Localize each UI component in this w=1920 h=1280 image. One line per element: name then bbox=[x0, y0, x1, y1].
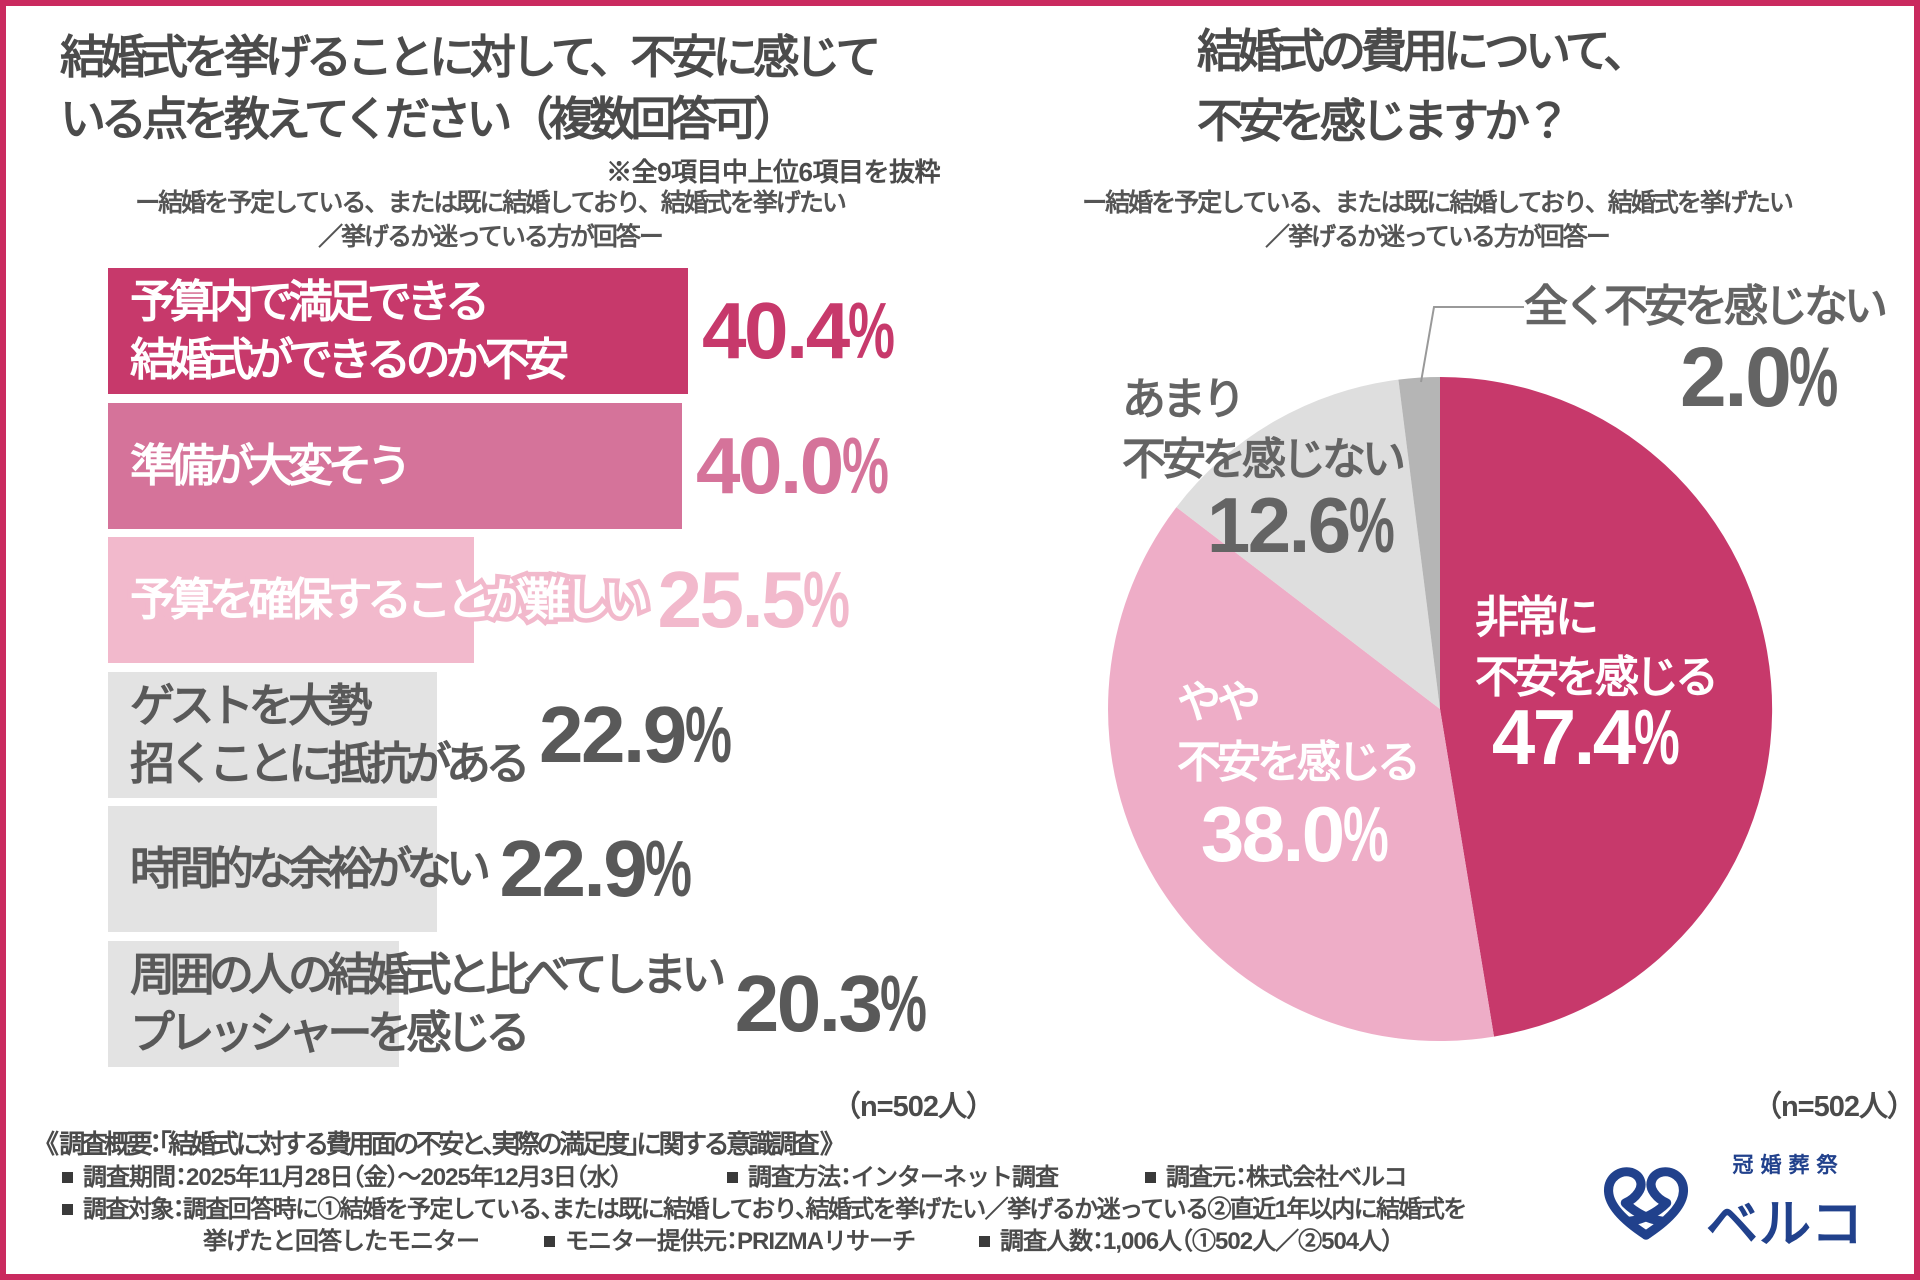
pie-chart-title: 結婚式の費用について、 不安を感じますか？ bbox=[1197, 16, 1649, 156]
bar-category-label-4: 時間的な余裕がない bbox=[130, 843, 491, 894]
footer-row-1: 調査期間：2025年11月28日（金）～2025年12月3日（水） 調査方法：イ… bbox=[0, 1157, 1920, 1191]
survey-target-continued: 挙げたと回答したモニター bbox=[203, 1228, 480, 1255]
bar-chart: 予算内で満足できる 結婚式ができるのか不安 40.4% 準備が大変そう 40.0% 予算を… bbox=[108, 268, 968, 1078]
survey-monitor-source: モニター提供元：PRIZMAリサーチ bbox=[544, 1221, 916, 1256]
bar-value-label-5: 20.3% bbox=[734, 959, 928, 1048]
pie-label-text: やや bbox=[1177, 678, 1261, 727]
bar-chart-title-line1: 結婚式を挙げることに対して、不安に感じて bbox=[60, 31, 881, 83]
bar-text-5: 周囲の人の結婚式と比べてしまい プレッシャーを感じる 20.3% bbox=[108, 941, 968, 1067]
bar-chart-subtitle-line2: ／挙げるか迷っている方が回答ー bbox=[318, 223, 664, 251]
pie-label-not-much-anxious: あまり 不安を感じない 12.6% bbox=[1122, 370, 1406, 564]
bar-category-label-3: ゲストを大勢 招くことに抵抗がある bbox=[130, 680, 531, 789]
bar-text-3: ゲストを大勢 招くことに抵抗がある 22.9% bbox=[108, 672, 968, 798]
pie-chart-subtitle-line2: ／挙げるか迷っている方が回答ー bbox=[1265, 223, 1611, 251]
bar-fill-2 bbox=[108, 537, 474, 663]
bar-fill-1 bbox=[108, 403, 682, 529]
survey-count: 調査人数：1,006人（①502人／②504人） bbox=[979, 1221, 1393, 1256]
pie-leader-line bbox=[1420, 306, 1524, 383]
bar-text-2: 予算を確保することが難しい 25.5% bbox=[108, 537, 968, 663]
pie-label-text: 不安を感じる bbox=[1177, 738, 1421, 787]
survey-overview: 《 調査概要：「結婚式に対する費用面の不安と、実際の満足度」に関する意識調査 》 bbox=[46, 1129, 833, 1159]
bar-fill-0 bbox=[108, 268, 688, 394]
pie-slice-1 bbox=[1108, 507, 1494, 1042]
pie-label-text: 不安を感じる bbox=[1475, 653, 1719, 702]
bar-value-label-0: 40.4% bbox=[702, 286, 895, 375]
pie-chart-title-line2: 不安を感じますか？ bbox=[1197, 95, 1571, 147]
logo-big-text: ベルコ bbox=[1706, 1196, 1864, 1254]
footer-row-2: 調査対象：調査回答時に①結婚を予定している、または既に結婚しており、結婚式を挙げ… bbox=[0, 1189, 1920, 1223]
bar-row-2: 予算を確保することが難しい 25.5% bbox=[108, 537, 968, 663]
pie-slice-2 bbox=[1176, 379, 1440, 709]
bar-category-label-0: 予算内で満足できる 結婚式ができるのか不安 bbox=[130, 276, 569, 385]
logo-text-block: 冠婚葬祭 ベルコ bbox=[1700, 1143, 1870, 1257]
survey-target: 調査対象：調査回答時に①結婚を予定している、または既に結婚しており、結婚式を挙げ… bbox=[62, 1189, 1467, 1224]
bar-category-label-5: 周囲の人の結婚式と比べてしまい プレッシャーを感じる bbox=[130, 949, 726, 1058]
bar-text-4: 時間的な余裕がない 22.9% bbox=[108, 806, 968, 932]
pie-label-no-anxiety: 全く不安を感じない 2.0% bbox=[1524, 277, 1888, 424]
pie-value-vehemently: 47.4% bbox=[1491, 693, 1680, 781]
bar-fill-5 bbox=[108, 941, 399, 1067]
pie-label-vehemently-anxious: 非常に 不安を感じる 47.4% bbox=[1475, 588, 1719, 781]
pie-chart-subtitle-line1: ー結婚を予定している、または既に結婚しており、結婚式を挙げたい bbox=[1082, 189, 1794, 217]
logo-small-text: 冠婚葬祭 bbox=[1732, 1154, 1845, 1177]
bar-chart-sample-size: （n=502人） bbox=[831, 1091, 995, 1123]
bar-text-0: 予算内で満足できる 結婚式ができるのか不安 40.4% bbox=[108, 268, 968, 394]
survey-period: 調査期間：2025年11月28日（金）～2025年12月3日（水） bbox=[62, 1157, 622, 1192]
pie-slice-3 bbox=[1398, 376, 1440, 709]
bar-value-label-1: 40.0% bbox=[696, 421, 889, 510]
footer-row-3: 挙げたと回答したモニター モニター提供元：PRIZMAリサーチ 調査人数：1,0… bbox=[0, 1221, 1920, 1255]
bar-value-label-2: 25.5% bbox=[657, 555, 851, 644]
pie-value-none: 2.0% bbox=[1680, 330, 1839, 424]
bar-row-0: 予算内で満足できる 結婚式ができるのか不安 40.4% bbox=[108, 268, 968, 394]
bar-chart-title-line2: いる点を教えてください（複数回答可） bbox=[60, 93, 799, 145]
bar-row-3: ゲストを大勢 招くことに抵抗がある 22.9% bbox=[108, 672, 968, 798]
bar-row-4: 時間的な余裕がない 22.9% bbox=[108, 806, 968, 932]
pie-chart-title-line1: 結婚式の費用について、 bbox=[1197, 25, 1649, 77]
bar-text-1: 準備が大変そう 40.0% bbox=[108, 403, 968, 529]
pie-label-text: あまり bbox=[1122, 375, 1246, 424]
survey-source: 調査元：株式会社ベルコ bbox=[1145, 1157, 1408, 1192]
pie-label-somewhat-anxious: やや 不安を感じる 38.0% bbox=[1177, 673, 1421, 878]
pie-label-text: 不安を感じない bbox=[1122, 435, 1406, 484]
bar-category-label-1: 準備が大変そう bbox=[130, 440, 412, 491]
bar-chart-subtitle-line1: ー結婚を予定している、または既に結婚しており、結婚式を挙げたい bbox=[135, 189, 847, 217]
pie-slice-0 bbox=[1440, 376, 1773, 1037]
pie-label-text: 非常に bbox=[1475, 593, 1599, 642]
pie-chart-sample-size: （n=502人） bbox=[1752, 1091, 1916, 1123]
pie-chart bbox=[1108, 306, 1773, 1042]
double-heart-icon bbox=[1604, 1167, 1688, 1240]
bar-fill-4 bbox=[108, 806, 437, 932]
bar-row-1: 準備が大変そう 40.0% bbox=[108, 403, 968, 529]
pie-value-somewhat: 38.0% bbox=[1200, 790, 1389, 878]
bar-chart-subtitle: ー結婚を予定している、または既に結婚しており、結婚式を挙げたい ／挙げるか迷って… bbox=[40, 186, 940, 254]
bar-fill-3 bbox=[108, 672, 437, 798]
bar-row-5: 周囲の人の結婚式と比べてしまい プレッシャーを感じる 20.3% bbox=[108, 941, 968, 1067]
pie-label-text: 全く不安を感じない bbox=[1524, 282, 1888, 331]
pie-value-not-much: 12.6% bbox=[1206, 481, 1395, 569]
bar-value-label-4: 22.9% bbox=[499, 824, 693, 913]
survey-method: 調査方法：インターネット調査 bbox=[727, 1157, 1059, 1192]
bar-category-label-2: 予算を確保することが難しい bbox=[126, 570, 654, 630]
pie-chart-subtitle: ー結婚を予定している、または既に結婚しており、結婚式を挙げたい ／挙げるか迷って… bbox=[980, 186, 1894, 254]
bar-chart-title: 結婚式を挙げることに対して、不安に感じて いる点を教えてください（複数回答可） bbox=[60, 26, 881, 150]
bar-chart-note: ※全9項目中上位6項目を抜粋 bbox=[606, 157, 940, 187]
bar-value-label-3: 22.9% bbox=[539, 690, 732, 779]
bellco-logo: 冠婚葬祭 ベルコ bbox=[1592, 1143, 1892, 1254]
